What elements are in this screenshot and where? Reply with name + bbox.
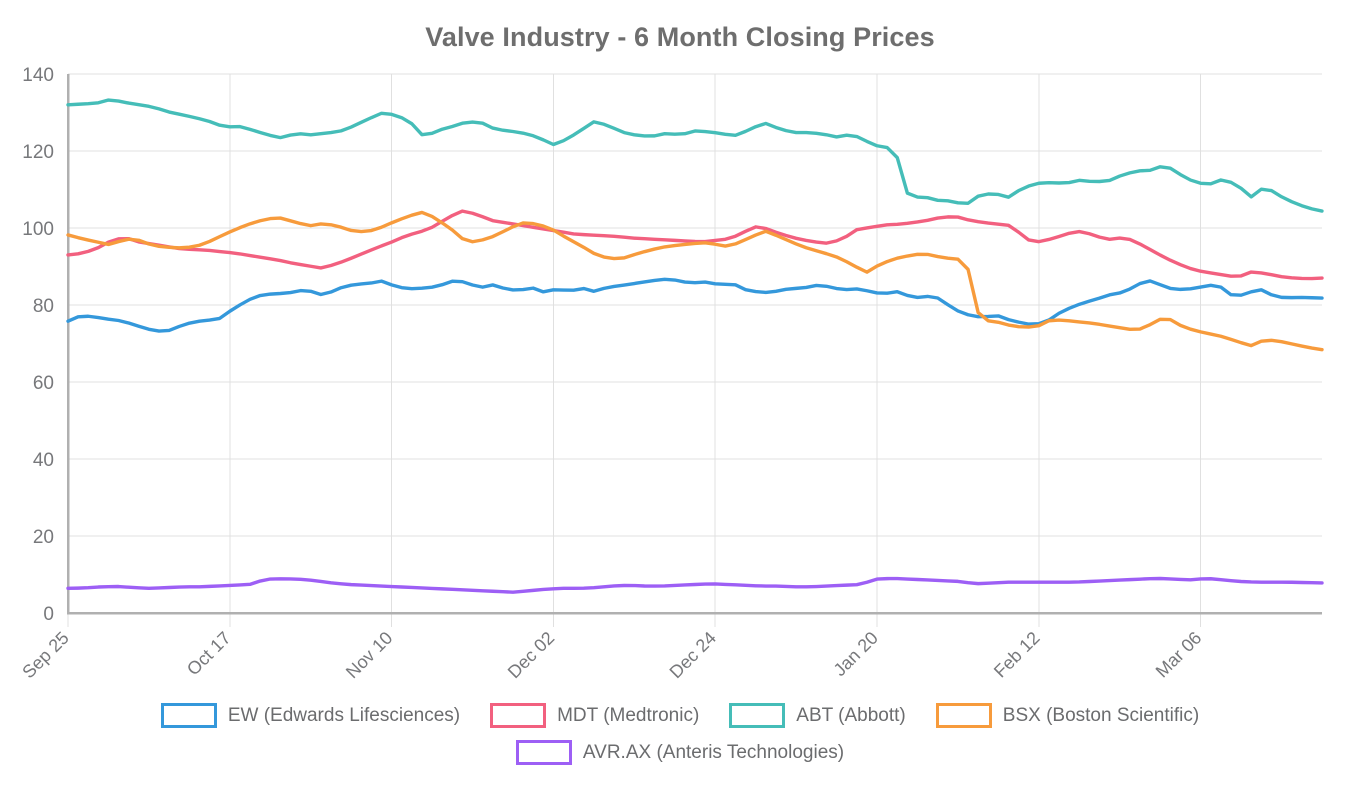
x-axis-tick-label: Jan 20: [830, 628, 882, 680]
y-axis-tick-label: 120: [22, 142, 54, 163]
legend-item[interactable]: ABT (Abbott): [729, 703, 906, 728]
legend-color-swatch: [160, 703, 217, 728]
line-chart-plot: 0 20 40 60 80 100 120 140 Sep 25 Oct 17 Nov 10 Dec …: [18, 65, 1324, 682]
y-axis-tick-label: 100: [22, 219, 54, 240]
legend-item-label: BSX (Boston Scientific): [1002, 704, 1200, 726]
legend-row: EW (Edwards Lifesciences) MDT (Medtronic)…: [0, 703, 1360, 728]
series-line: [66, 210, 1324, 352]
legend-color-swatch: [490, 703, 547, 728]
legend-row: AVR.AX (Anteris Technologies): [0, 740, 1360, 765]
series-line: [66, 576, 1324, 594]
x-axis-tick-label: Sep 25: [18, 628, 72, 682]
legend-item-label: AVR.AX (Anteris Technologies): [582, 741, 845, 763]
legend-item[interactable]: AVR.AX (Anteris Technologies): [515, 740, 845, 765]
legend-item[interactable]: MDT (Medtronic): [490, 703, 699, 728]
legend-color-swatch: [729, 703, 786, 728]
x-axis-tick-label: Nov 10: [342, 628, 396, 682]
y-axis-tick-label: 20: [33, 527, 54, 548]
chart-legend: EW (Edwards Lifesciences) MDT (Medtronic)…: [0, 703, 1360, 777]
page-title: Valve Industry - 6 Month Closing Prices: [425, 22, 935, 52]
legend-item-label: ABT (Abbott): [796, 704, 906, 726]
x-axis-tick-label: Feb 12: [990, 628, 1044, 682]
series-line: [66, 98, 1324, 213]
y-axis-tick-label: 80: [33, 296, 54, 317]
x-axis-tick-label: Dec 02: [504, 628, 558, 682]
x-axis-tick-label: Oct 17: [183, 628, 235, 680]
series-line: [66, 277, 1324, 333]
legend-item-label: MDT (Medtronic): [557, 704, 700, 726]
y-axis-tick-label: 140: [22, 65, 54, 86]
y-axis-tick-label: 40: [33, 450, 54, 471]
legend-item[interactable]: EW (Edwards Lifesciences): [160, 703, 461, 728]
x-axis-tick-label: Mar 06: [1152, 628, 1206, 682]
legend-color-swatch: [515, 740, 572, 765]
legend-item-label: EW (Edwards Lifesciences): [227, 704, 461, 726]
legend-color-swatch: [935, 703, 992, 728]
y-axis-tick-label: 0: [43, 604, 54, 625]
legend-item[interactable]: BSX (Boston Scientific): [935, 703, 1200, 728]
y-axis-tick-label: 60: [33, 373, 54, 394]
x-axis-tick-label: Dec 24: [666, 628, 720, 682]
series-line: [66, 209, 1324, 281]
